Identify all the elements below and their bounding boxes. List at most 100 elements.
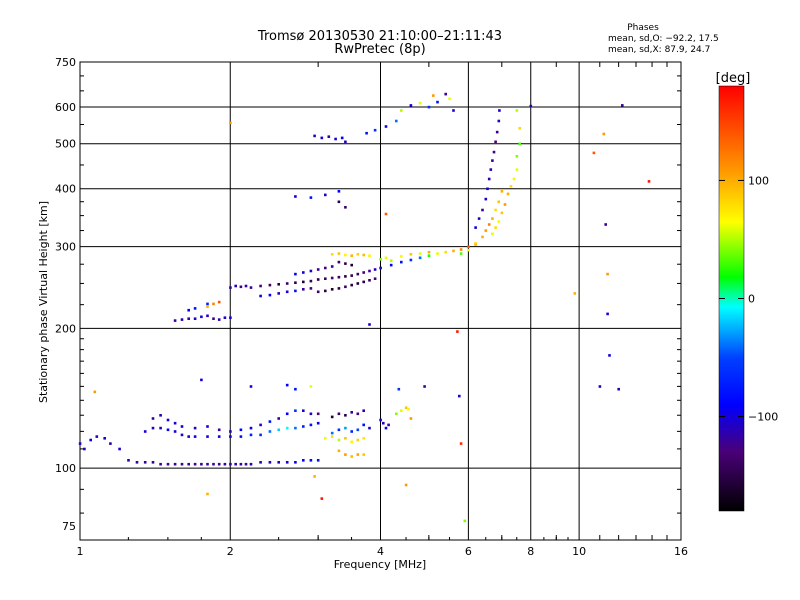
data-point	[487, 177, 491, 181]
data-point	[400, 255, 403, 258]
data-point	[187, 317, 190, 320]
data-point	[294, 289, 297, 293]
data-point	[337, 260, 341, 264]
data-point	[316, 459, 320, 462]
colorbar-tick-label: 100	[748, 174, 769, 187]
data-point	[459, 248, 463, 251]
data-point	[330, 415, 334, 419]
data-point	[151, 426, 155, 430]
data-point	[173, 430, 177, 433]
data-point	[206, 435, 209, 438]
data-point	[316, 278, 320, 281]
data-point	[350, 283, 353, 287]
data-point	[143, 461, 147, 464]
data-point	[316, 412, 320, 416]
data-point	[350, 455, 353, 458]
chart-subtitle: RwPretec (8p)	[334, 42, 425, 57]
data-point	[244, 462, 248, 466]
data-point	[344, 262, 347, 265]
data-point	[313, 475, 316, 478]
data-point	[249, 385, 253, 388]
data-point	[151, 417, 155, 420]
data-point	[350, 274, 353, 277]
data-point	[436, 252, 439, 255]
data-point	[337, 438, 341, 442]
data-point	[481, 208, 484, 212]
data-point	[159, 462, 162, 466]
data-point	[397, 387, 401, 391]
data-point	[180, 433, 184, 437]
data-point	[285, 412, 289, 416]
data-point	[309, 196, 313, 199]
data-point	[365, 131, 368, 135]
data-point	[340, 136, 344, 140]
data-point	[492, 150, 496, 154]
x-axis-label: Frequency [MHz]	[334, 558, 426, 571]
data-point	[368, 269, 371, 273]
data-point	[294, 426, 297, 430]
data-point	[509, 185, 513, 188]
data-point	[356, 438, 360, 442]
data-point	[362, 253, 365, 257]
data-point	[324, 437, 327, 440]
data-point	[206, 314, 209, 318]
data-point	[239, 285, 243, 289]
data-point	[277, 292, 280, 295]
data-point	[285, 426, 289, 430]
data-point	[337, 412, 341, 416]
data-point	[217, 462, 221, 466]
data-point	[494, 208, 497, 212]
data-point	[448, 97, 451, 101]
data-point	[356, 253, 360, 256]
data-point	[427, 254, 431, 257]
data-point	[180, 318, 184, 321]
data-point	[229, 316, 232, 319]
axis-ticks: 1 2 4 6 8 10 16 75 100 200 300 400 500 600 750	[55, 56, 688, 558]
data-point	[467, 245, 470, 249]
data-point	[432, 94, 435, 97]
data-point	[400, 409, 403, 412]
data-point	[518, 142, 521, 146]
data-point	[143, 430, 147, 433]
data-point	[330, 288, 334, 291]
data-point	[621, 104, 624, 107]
x-tick-label: 1	[77, 545, 84, 558]
data-point	[344, 414, 347, 417]
data-point	[477, 217, 481, 220]
data-point	[193, 317, 197, 320]
data-point	[573, 292, 577, 295]
data-point	[362, 271, 365, 274]
data-point	[529, 104, 533, 108]
data-point	[495, 130, 499, 134]
data-point	[459, 252, 463, 255]
data-point	[285, 461, 289, 464]
data-point	[436, 100, 439, 104]
data-point	[344, 453, 347, 456]
data-point	[368, 426, 371, 430]
data-point	[212, 462, 215, 466]
colorbar-label: [deg]	[716, 71, 751, 86]
data-point	[244, 284, 248, 288]
data-point	[356, 282, 360, 285]
data-point	[350, 254, 353, 257]
data-point	[302, 459, 305, 462]
data-point	[334, 137, 337, 141]
data-point	[362, 453, 365, 456]
x-tick-label: 6	[465, 545, 472, 558]
data-point	[379, 258, 382, 261]
data-point	[497, 220, 501, 223]
data-point	[166, 428, 170, 432]
data-point	[387, 423, 390, 427]
data-point	[486, 187, 489, 191]
data-point	[500, 190, 504, 193]
data-point	[95, 435, 99, 438]
data-point	[368, 254, 371, 257]
data-point	[324, 277, 327, 280]
data-point	[423, 385, 426, 388]
data-point	[409, 417, 413, 420]
data-point	[193, 426, 197, 430]
data-point	[294, 461, 297, 464]
data-point	[427, 250, 431, 254]
y-tick-label: 400	[55, 183, 76, 196]
data-point	[503, 203, 507, 206]
